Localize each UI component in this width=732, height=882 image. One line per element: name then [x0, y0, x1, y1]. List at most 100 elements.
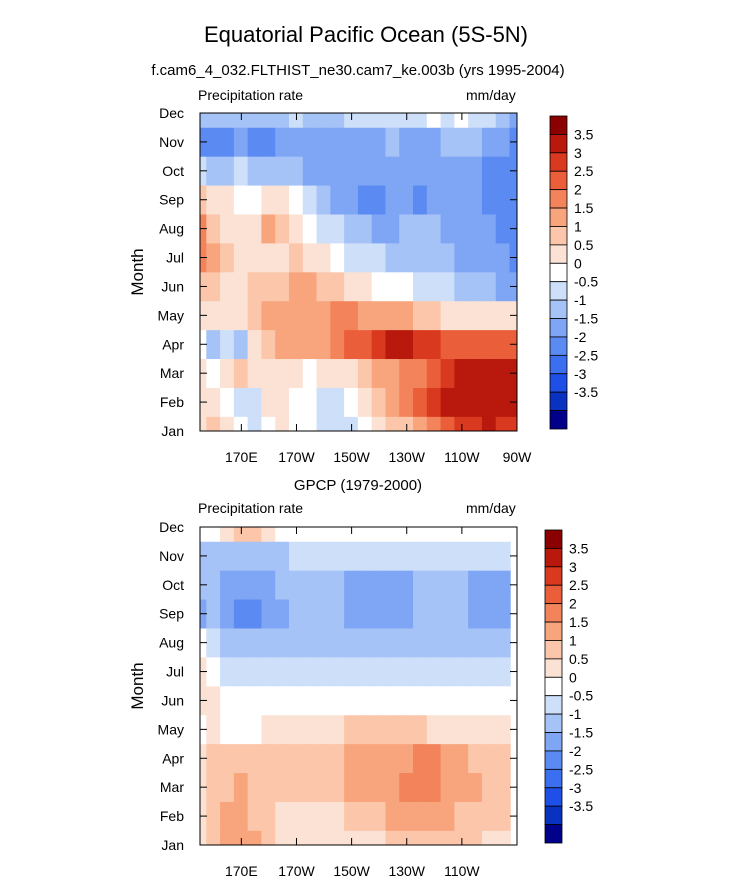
panel2-cell	[275, 570, 291, 600]
panel2-cell	[481, 527, 497, 542]
panel1-cell	[454, 387, 470, 417]
panel1-cell	[288, 113, 304, 128]
panel1-cell	[316, 387, 332, 417]
panel1-colorbar-label: -2.5	[574, 347, 598, 363]
panel1-cell	[233, 329, 249, 360]
panel2-cell	[357, 656, 373, 687]
panel1-cell	[454, 300, 470, 331]
panel1-cell	[316, 184, 332, 215]
panel1-cell	[261, 387, 277, 417]
panel1-colorbar-label: 2.5	[574, 163, 594, 179]
panel2-cell	[357, 801, 373, 831]
panel1-cell	[357, 127, 373, 157]
panel2-cell	[495, 527, 511, 542]
panel2-xtick-label: 170E	[225, 863, 258, 879]
panel2-cell	[288, 527, 304, 542]
panel1-colorbar-swatch	[549, 170, 568, 191]
panel2-cell	[302, 656, 318, 687]
panel2-cell	[275, 541, 291, 571]
panel1-cell	[330, 156, 346, 186]
panel2-cell	[426, 541, 442, 571]
panel2-cell	[481, 541, 497, 571]
panel2-cell	[247, 714, 263, 745]
panel1-cell	[233, 184, 249, 215]
panel1-cell	[330, 213, 346, 244]
panel1-cell	[275, 358, 291, 388]
panel1-cell	[399, 358, 415, 388]
panel2-cell	[454, 685, 470, 716]
panel1-cell	[454, 113, 470, 128]
panel1-cell	[344, 127, 360, 157]
panel2-cell	[399, 627, 415, 658]
panel1-cell	[495, 387, 511, 417]
panel2-ytick-label: Nov	[159, 548, 184, 564]
panel1-cell	[344, 184, 360, 215]
panel2-cell	[288, 685, 304, 716]
panel1-cell	[413, 156, 429, 186]
panel1-cell	[275, 184, 291, 215]
panel1-cell	[454, 416, 470, 431]
panel1-cell	[481, 213, 497, 244]
panel2-cell	[385, 656, 401, 687]
panel2-cell	[481, 656, 497, 687]
panel1-cell	[426, 358, 442, 388]
panel2-cell	[220, 541, 236, 571]
panel2-cell	[302, 570, 318, 600]
panel2-cell	[495, 570, 511, 600]
panel1-cell	[357, 113, 373, 128]
panel1-cell	[426, 416, 442, 431]
panel2-cell	[275, 627, 291, 658]
panel2-cell	[371, 627, 387, 658]
panel1-cell	[371, 127, 387, 157]
panel1-cell	[371, 113, 387, 128]
panel1-cell	[330, 416, 346, 431]
panel2-title: GPCP (1979-2000)	[293, 477, 423, 494]
panel1-cell	[206, 416, 222, 431]
panel1-cell	[426, 213, 442, 244]
panel1-cell	[413, 387, 429, 417]
panel2-cell	[344, 801, 360, 831]
panel2-colorbar: 3.5 3 2.5 2 1.5 1 0.5 0 -0.5 -1 -1.5 -2 -2.5 -3 -3.5	[544, 529, 593, 844]
panel2-cell	[288, 801, 304, 831]
panel1-cell	[495, 300, 511, 331]
panel2-cell	[440, 714, 456, 745]
panel2-cell	[247, 801, 263, 831]
panel2-xtick-label: 150W	[333, 863, 370, 879]
panel2-cell	[468, 685, 484, 716]
panel1-cell	[288, 156, 304, 186]
panel1-cell	[275, 271, 291, 302]
panel1-cell	[454, 184, 470, 215]
panel1-cell	[481, 113, 497, 128]
panel2-cell	[275, 685, 291, 716]
panel1-colorbar-swatch	[549, 152, 568, 172]
panel2-cell	[302, 714, 318, 745]
panel1-cell	[426, 271, 442, 302]
panel2-cell	[371, 527, 387, 542]
panel1-cell	[468, 213, 484, 244]
panel2-cell	[200, 527, 208, 542]
panel1-colorbar-swatch	[549, 262, 568, 283]
panel1-colorbar-label: -2	[574, 329, 587, 345]
panel2-cell	[495, 830, 511, 845]
panel2-cell	[468, 830, 484, 845]
panel1-cell	[399, 416, 415, 431]
panel2-cell	[399, 801, 415, 831]
panel1-cell	[233, 300, 249, 331]
panel2-cell	[330, 656, 346, 687]
panel1-cell	[495, 113, 511, 128]
panel2-colorbar-swatch	[544, 732, 563, 752]
panel1-cell	[316, 242, 332, 273]
panel1-cell	[399, 156, 415, 186]
panel2-colorbar-label: 2.5	[569, 577, 589, 593]
panel1-colorbar-swatch	[549, 189, 568, 209]
panel1-cell	[454, 271, 470, 302]
panel1-cell	[316, 127, 332, 157]
panel2-cell	[454, 830, 470, 845]
panel2-cell	[220, 598, 236, 629]
panel1-cell	[371, 358, 387, 388]
panel2-cell	[357, 527, 373, 542]
panel1-cell	[233, 387, 249, 417]
panel1-cell	[468, 416, 484, 431]
panel2-cell	[426, 685, 442, 716]
panel1-cell	[275, 113, 291, 128]
